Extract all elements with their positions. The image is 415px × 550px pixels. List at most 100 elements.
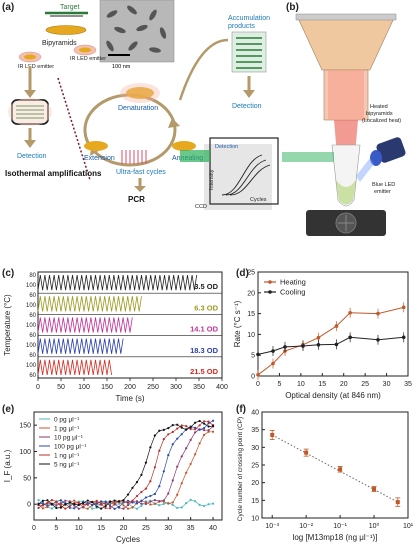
x-tick-label: 200 [124,384,136,391]
y-tick-label: 10 [247,332,255,339]
x-tick-label: 35 [187,525,195,532]
x-axis-label: Cycles [116,535,140,544]
y-tick-label: 0 [27,502,31,509]
y-tick-label: 60 [29,373,36,379]
panel-b-device: Heated bipyramids (Localized heat) Blue … [282,13,406,236]
data-point [316,335,321,340]
y-tick-label: 100 [26,363,37,369]
target-label: Target [60,4,80,11]
y-tick-label: 60 [29,353,36,359]
x-tick-label: 35 [404,381,412,388]
y-tick-label: 50 [23,475,31,482]
y-axis-label: Temperature (°C) [3,294,12,356]
y-tick-label: 10 [251,516,259,523]
x-tick-label: 25 [142,525,150,532]
inset-ylabel: Intensity [209,169,215,190]
series-line-4 [37,359,112,376]
series-label: 3.5 OD [194,282,218,291]
x-tick-label: 20 [120,525,128,532]
x-axis-label: Time (s) [115,394,144,403]
legend-label: Heating [280,278,306,287]
panel-label-a: (a) [2,2,15,13]
plot-frame [261,411,409,519]
data-point [304,450,309,455]
y-tick-label: 100 [19,449,31,456]
extension-label: Extension [84,155,115,162]
series-line-4 [38,420,214,509]
y-tick-label: 35 [251,427,259,434]
data-point [376,311,380,316]
series-label: 14.1 OD [190,325,219,334]
data-point [372,487,377,492]
x-tick-label: 10⁻¹ [333,523,347,530]
panel-label-b: (b) [286,2,299,13]
data-point [256,372,260,377]
y-tick-label: 0 [251,374,255,381]
heated-label-3: (Localized heat) [362,118,401,124]
data-point [211,502,215,505]
data-point [401,305,406,310]
detection-inset [209,137,279,205]
x-tick-label: 100 [78,384,90,391]
data-point [395,500,400,505]
panel-label-e: (e) [2,404,15,415]
series-line-0 [257,306,404,376]
x-tick-label: 10⁰ [369,522,380,530]
x-tick-label: 30 [164,525,172,532]
y-tick-label: 150 [19,423,31,430]
data-point [256,352,260,357]
series-line-1 [37,296,142,312]
legend-label: 5 ng μl⁻¹ [54,462,80,469]
x-tick-label: 40 [209,525,217,532]
data-point [211,430,215,433]
y-tick-label: 20 [247,290,255,297]
x-tick-label: 0 [36,384,40,391]
x-tick-label: 5 [54,525,58,532]
series-line-2 [38,426,214,510]
data-point [376,338,380,342]
y-tick-label: 15 [247,311,255,318]
pcr-label: PCR [128,195,145,204]
accumulation-label-line1: Accumulation [228,15,270,22]
x-tick-label: 150 [101,384,113,391]
data-point [334,324,339,328]
detection-label-2: Detection [232,103,262,110]
scale-bar-label: 100 nm [112,64,131,70]
y-tick-label: 20 [251,480,259,487]
data-point [283,345,287,349]
data-point [334,342,339,347]
y-tick-label: 100 [26,283,37,289]
data-point [270,432,275,437]
data-point [348,310,352,315]
x-tick-label: 5 [277,381,281,388]
x-tick-label: 0 [32,525,36,532]
y-axis-label: Rate (°C s⁻¹) [233,300,242,347]
y-tick-label: 100 [26,343,37,349]
inset-xlabel: Cycles [250,197,267,203]
x-axis-label: log [M13mp18 (ng μl⁻¹)] [293,533,378,542]
x-tick-label: 15 [318,381,326,388]
y-tick-label: 30 [251,445,259,452]
data-point [271,361,275,366]
denaturation-label: Denaturation [118,105,158,112]
x-tick-label: 15 [97,525,105,532]
x-tick-label: 0 [256,381,260,388]
series-line-3 [37,338,124,354]
x-tick-label: 50 [57,384,65,391]
series-line-1 [257,336,404,355]
y-tick-label: 80 [29,273,36,279]
legend-label: 1 ng μl⁻¹ [54,453,80,460]
data-point [316,343,321,347]
heated-label-2: bipyramids [366,111,393,117]
series-line-0 [37,274,198,291]
x-tick-label: 10 [297,381,305,388]
y-axis-label: Cycle number of crossing point (CP) [237,417,244,521]
panel-c-chart: 3.5 OD 6.3 OD 14.1 OD 18.3 OD 21.5 OD 80 100 60… [3,271,228,403]
series-line-5 [38,420,214,510]
panel-a-schematic: Target Bipyramids 100 nm IR LED emitter … [5,0,279,210]
x-tick-label: 400 [216,384,228,391]
ir-led-label-2: IR LED emitter [70,56,106,62]
y-tick-label: 5 [251,353,255,360]
x-tick-label: 20 [340,381,348,388]
